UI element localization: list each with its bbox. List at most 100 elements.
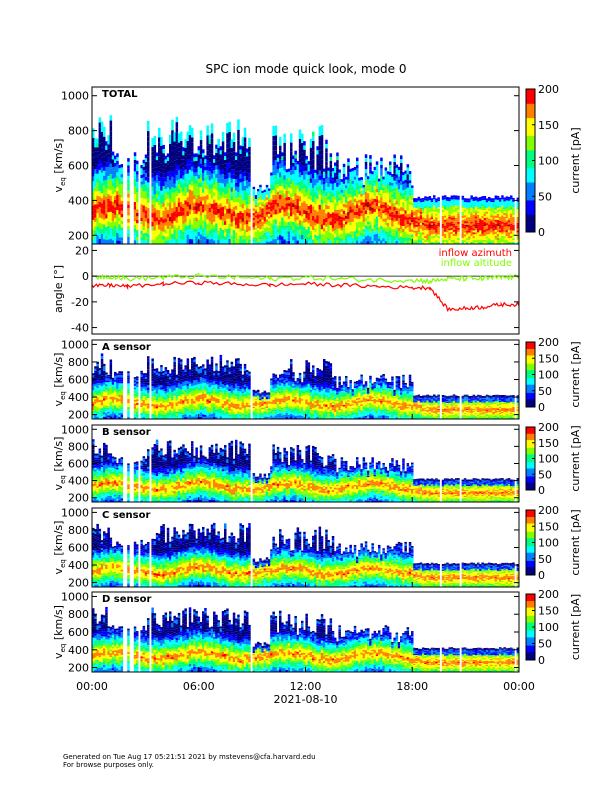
heatmap-cell <box>145 192 148 196</box>
heatmap-cell <box>275 175 278 180</box>
heatmap-cell <box>220 150 223 154</box>
heatmap-cell <box>336 206 339 210</box>
heatmap-cell <box>510 228 513 230</box>
heatmap-cell <box>237 177 240 182</box>
heatmap-cell <box>477 202 480 204</box>
heatmap-cell <box>363 229 366 232</box>
heatmap-cell <box>215 145 218 149</box>
heatmap-cell <box>261 211 264 213</box>
heatmap-cell <box>259 210 262 213</box>
heatmap-cell <box>462 212 465 214</box>
heatmap-cell <box>107 158 110 163</box>
heatmap-cell <box>358 181 361 184</box>
heatmap-cell <box>308 185 311 189</box>
heatmap-cell <box>281 198 284 202</box>
heatmap-cell <box>279 235 282 240</box>
heatmap-cell <box>242 186 245 191</box>
heatmap-cell <box>145 379 148 381</box>
heatmap-cell <box>176 233 179 238</box>
heatmap-cell <box>116 402 119 404</box>
heatmap-cell <box>464 231 467 233</box>
heatmap-cell <box>308 223 311 227</box>
heatmap-cell <box>145 390 148 392</box>
heatmap-cell <box>136 376 139 378</box>
heatmap-cell <box>446 213 449 215</box>
heatmap-cell <box>169 199 172 204</box>
heatmap-cell <box>156 214 159 218</box>
heatmap-cell <box>281 217 284 221</box>
heatmap-cell <box>233 165 236 170</box>
heatmap-cell <box>147 126 150 131</box>
heatmap-cell <box>101 178 104 183</box>
heatmap-cell <box>136 401 139 403</box>
heatmap-cell <box>455 212 458 214</box>
heatmap-cell <box>396 194 399 197</box>
heatmap-cell <box>162 215 165 219</box>
heatmap-cell <box>415 206 418 208</box>
heatmap-cell <box>297 223 300 227</box>
heatmap-cell <box>118 401 121 403</box>
colorbar-cell <box>526 168 535 172</box>
heatmap-cell <box>343 177 346 180</box>
heatmap-cell <box>255 220 257 222</box>
heatmap-cell <box>290 184 293 189</box>
heatmap-cell <box>195 195 198 199</box>
heatmap-cell <box>466 217 469 219</box>
heatmap-cell <box>466 202 469 204</box>
heatmap-cell <box>367 182 370 185</box>
heatmap-cell <box>171 166 174 171</box>
heatmap-cell <box>473 201 476 203</box>
heatmap-cell <box>103 380 106 382</box>
heatmap-cell <box>264 230 267 232</box>
heatmap-cell <box>481 198 484 200</box>
heatmap-cell <box>385 238 388 241</box>
heatmap-cell <box>334 166 337 169</box>
heatmap-cell <box>481 220 484 222</box>
heatmap-cell <box>382 210 385 213</box>
heatmap-cell <box>112 175 115 179</box>
heatmap-cell <box>187 235 190 240</box>
colorbar-tick-label: 200 <box>538 83 559 96</box>
heatmap-cell <box>244 181 247 186</box>
heatmap-cell <box>224 160 227 164</box>
heatmap-cell <box>299 139 302 144</box>
heatmap-cell <box>404 217 407 220</box>
heatmap-cell <box>369 196 372 200</box>
heatmap-cell <box>468 208 471 210</box>
heatmap-cell <box>99 212 102 217</box>
heatmap-cell <box>103 414 106 416</box>
heatmap-cell <box>495 218 498 220</box>
heatmap-cell <box>110 414 113 417</box>
heatmap-cell <box>398 225 401 228</box>
heatmap-cell <box>365 177 368 181</box>
heatmap-cell <box>246 204 249 208</box>
heatmap-cell <box>145 388 148 390</box>
heatmap-cell <box>435 202 438 204</box>
heatmap-cell <box>499 215 502 217</box>
heatmap-cell <box>393 240 396 244</box>
heatmap-cell <box>448 221 451 223</box>
heatmap-cell <box>367 210 370 213</box>
heatmap-cell <box>303 218 306 222</box>
heatmap-cell <box>391 200 394 203</box>
heatmap-cell <box>349 210 352 213</box>
heatmap-cell <box>422 231 425 233</box>
heatmap-cell <box>147 213 150 218</box>
heatmap-cell <box>121 387 124 389</box>
heatmap-cell <box>191 167 194 172</box>
heatmap-cell <box>184 174 187 178</box>
heatmap-cell <box>255 213 257 215</box>
heatmap-cell <box>319 185 322 190</box>
heatmap-cell <box>121 379 124 381</box>
heatmap-cell <box>156 175 159 179</box>
heatmap-cell <box>169 176 172 181</box>
heatmap-cell <box>389 172 392 175</box>
heatmap-cell <box>195 176 198 180</box>
heatmap-cell <box>220 163 223 167</box>
heatmap-cell <box>393 210 396 214</box>
heatmap-cell <box>233 235 236 240</box>
heatmap-cell <box>173 174 176 179</box>
heatmap-cell <box>198 203 201 207</box>
heatmap-cell <box>178 216 181 221</box>
